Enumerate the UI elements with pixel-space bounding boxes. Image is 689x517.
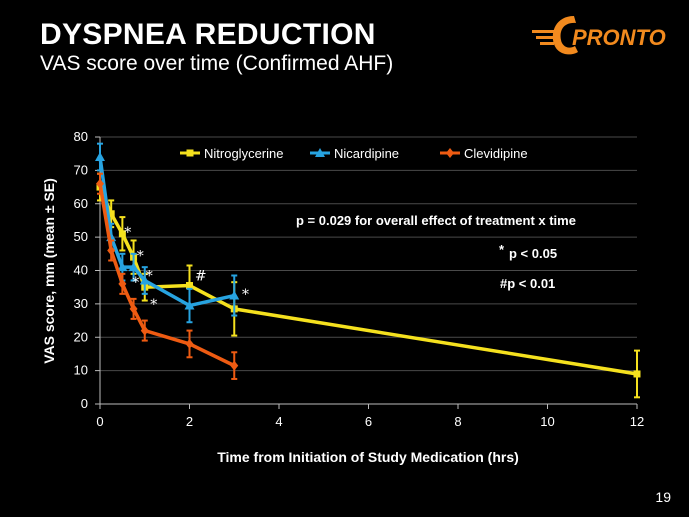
x-tick-label: 2 — [186, 414, 193, 429]
legend-marker-nicardipine — [315, 148, 325, 157]
series-clevidipine — [96, 172, 239, 380]
series-line-clevidipine — [98, 183, 236, 368]
data-point-clevidipine — [96, 178, 104, 189]
star-annotation-symbol: * — [499, 242, 505, 257]
star-marker: * — [132, 275, 139, 291]
legend: Nitroglycerine Nicardipine Clevidipine — [180, 146, 528, 161]
data-point-clevidipine — [185, 338, 194, 349]
x-tick-label: 10 — [540, 414, 554, 429]
data-point-nicardipine — [184, 300, 195, 310]
star-annotation-text: p < 0.05 — [509, 246, 557, 261]
logo-text: PRONTO — [572, 25, 666, 50]
legend-marker-clevidipine — [446, 148, 454, 158]
star-marker: * — [146, 269, 153, 285]
data-point-nicardipine — [139, 275, 150, 285]
y-axis-label: VAS score, mm (mean ± SE) — [41, 178, 57, 364]
star-marker: * — [150, 297, 157, 313]
y-tick-label: 10 — [74, 363, 88, 378]
data-point-nitroglycerine — [186, 282, 193, 290]
x-tick-label: 8 — [454, 414, 461, 429]
hash-annotation-text: #p < 0.01 — [500, 276, 555, 291]
logo-c-mark — [552, 16, 578, 55]
series-group — [95, 142, 641, 399]
y-tick-label: 30 — [74, 296, 88, 311]
legend-marker-nitroglycerine — [186, 149, 194, 157]
y-tick-label: 60 — [74, 196, 88, 211]
pronto-logo: PRONTO — [532, 16, 666, 55]
y-tick-label: 70 — [74, 162, 88, 177]
data-point-nitroglycerine — [107, 210, 115, 218]
x-tick-label: 6 — [365, 414, 372, 429]
series-nicardipine — [95, 142, 240, 324]
data-point-clevidipine — [129, 303, 138, 314]
data-point-clevidipine — [140, 325, 149, 336]
slide-subtitle: VAS score over time (Confirmed AHF) — [40, 52, 394, 75]
logo-speed-lines — [532, 30, 554, 45]
x-tick-label: 4 — [275, 414, 282, 429]
star-marker: * — [124, 225, 131, 241]
axes — [95, 136, 638, 409]
y-tick-label: 40 — [74, 263, 88, 278]
data-point-nitroglycerine — [633, 370, 641, 378]
significance-markers: *****#* — [124, 225, 249, 313]
data-point-clevidipine — [107, 245, 116, 256]
y-tick-label: 0 — [81, 396, 88, 411]
x-axis-label: Time from Initiation of Study Medication… — [217, 449, 519, 465]
x-tick-label: 0 — [96, 414, 103, 429]
legend-label-nicardipine: Nicardipine — [334, 146, 399, 161]
page-number: 19 — [655, 489, 671, 505]
tick-labels: 0 10 20 30 40 50 60 70 80 0 2 4 6 8 10 12 — [74, 129, 645, 429]
hash-marker: # — [195, 269, 207, 285]
data-point-nicardipine — [128, 262, 139, 272]
y-tick-label: 20 — [74, 329, 88, 344]
data-point-clevidipine — [118, 278, 127, 289]
overall-p-annotation: p = 0.029 for overall effect of treatmen… — [296, 213, 576, 228]
data-point-clevidipine — [230, 360, 239, 371]
y-tick-label: 80 — [74, 129, 88, 144]
star-marker: * — [137, 248, 144, 264]
data-point-nitroglycerine — [118, 230, 126, 238]
data-point-nicardipine — [95, 152, 105, 162]
legend-label-clevidipine: Clevidipine — [464, 146, 528, 161]
y-tick-label: 50 — [74, 229, 88, 244]
x-tick-label: 12 — [630, 414, 644, 429]
series-nitroglycerine — [96, 172, 641, 399]
star-marker: * — [242, 287, 249, 303]
slide-title: DYSPNEA REDUCTION — [40, 18, 376, 51]
data-point-nicardipine — [229, 290, 240, 300]
legend-label-nitroglycerine: Nitroglycerine — [204, 146, 283, 161]
data-point-nicardipine — [117, 262, 128, 272]
